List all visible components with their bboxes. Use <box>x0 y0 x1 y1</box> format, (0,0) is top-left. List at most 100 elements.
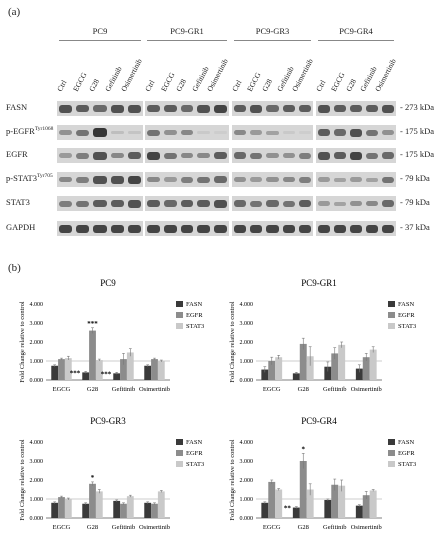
panel-a-label: (a) <box>8 6 21 18</box>
blot-strip <box>316 125 396 140</box>
blot-band <box>163 130 177 135</box>
x-tick-label: Osimertinib <box>139 524 170 531</box>
y-tick-label: 1.000 <box>30 497 44 503</box>
legend-swatch <box>176 450 183 456</box>
blot-band <box>180 224 194 233</box>
blot-band <box>93 200 107 207</box>
x-tick-label: Gefitinib <box>323 386 346 393</box>
bar-egfr <box>89 483 96 518</box>
group-line-3 <box>318 40 394 41</box>
blot-band <box>93 175 107 184</box>
legend-label: STAT3 <box>398 461 416 468</box>
bar-fasn <box>113 500 121 518</box>
bar-fasn <box>324 499 332 518</box>
bar-egfr <box>331 353 339 380</box>
bar-egfr <box>331 484 339 518</box>
protein-label-0: FASN <box>6 102 27 112</box>
blot-strip <box>232 196 313 211</box>
bar-egfr <box>299 343 307 380</box>
blot-band <box>333 129 347 136</box>
y-tick-label: 3.000 <box>30 459 44 465</box>
blot-band <box>147 200 160 207</box>
blot-band <box>93 224 107 233</box>
lane-label: Osimertinib <box>205 57 231 93</box>
lane-label: EGCG <box>328 70 347 93</box>
x-tick-label: EGCG <box>53 524 71 531</box>
bar-fasn <box>82 503 90 518</box>
significance-label: *** <box>87 320 98 328</box>
blot-band <box>110 153 124 158</box>
blot-strip <box>232 221 313 236</box>
blot-band <box>282 105 295 112</box>
blot-band <box>197 176 211 183</box>
y-tick-label: 1.000 <box>240 497 254 503</box>
bar-stat3 <box>64 358 72 380</box>
y-tick-label: 4.000 <box>240 302 254 308</box>
bar-stat3 <box>95 360 103 380</box>
lane-label: Osimertinib <box>119 57 144 93</box>
blot-band <box>59 200 73 207</box>
y-tick-label: 4.000 <box>30 440 44 446</box>
y-tick-label: 1.000 <box>240 359 254 365</box>
legend-label: STAT3 <box>186 323 204 330</box>
western-blot-panel: PC9 Ctrl EGCG G28 Gefitinib Osimertinib PC9-GR… <box>0 0 439 240</box>
blot-strip <box>145 101 229 116</box>
blot-band <box>298 105 312 112</box>
blot-band <box>59 177 73 182</box>
blot-strip <box>232 101 313 116</box>
blot-band <box>282 200 295 207</box>
blot-band <box>365 201 379 206</box>
bar-stat3 <box>369 490 377 518</box>
bar-egfr <box>268 361 276 380</box>
blot-band <box>250 130 263 135</box>
blot-band <box>233 152 247 159</box>
chart-3: PC9-GR4 Fold Change relative to control 0.… <box>229 416 416 531</box>
lane-label: G28 <box>87 77 102 93</box>
lane-label: Osimertinib <box>373 57 399 93</box>
blot-band <box>93 105 107 112</box>
blot-band <box>349 177 363 182</box>
protein-name: GAPDH <box>6 222 36 232</box>
protein-name: p-EGFR <box>6 126 35 136</box>
legend-swatch <box>388 461 395 467</box>
bar-egfr <box>58 359 65 380</box>
blot-strip <box>57 101 143 116</box>
legend-swatch <box>176 323 183 329</box>
bar-egfr <box>268 481 276 518</box>
blot-band <box>180 130 194 135</box>
chart-title: PC9-GR4 <box>301 416 337 426</box>
lane-label: Ctrl <box>55 78 69 93</box>
blot-band <box>333 201 347 206</box>
blot-band <box>163 177 177 182</box>
bar-egfr <box>89 330 96 380</box>
blot-band <box>333 177 347 182</box>
blot-band <box>147 105 160 112</box>
x-tick-label: Gefitinib <box>323 524 346 531</box>
blot-band <box>298 200 312 207</box>
blot-band <box>163 200 177 207</box>
x-tick-label: EGCG <box>263 524 281 531</box>
blot-band <box>317 177 331 182</box>
legend-swatch <box>176 301 183 307</box>
group-title-2: PC9-GR3 <box>255 26 290 36</box>
y-tick-label: 3.000 <box>240 459 254 465</box>
blot-band <box>365 177 379 182</box>
lane-label: Osimertinib <box>290 57 315 93</box>
x-tick-label: G28 <box>298 524 309 531</box>
y-tick-label: 2.000 <box>30 340 44 346</box>
protein-site: Tyr1068 <box>34 126 54 133</box>
significance-label: * <box>91 474 95 482</box>
blot-band <box>349 151 363 160</box>
blot-band <box>365 152 379 159</box>
blot-band <box>333 224 347 233</box>
blot-band <box>127 152 141 159</box>
blot-band <box>93 128 107 137</box>
blot-strip <box>316 148 396 163</box>
blot-band <box>76 105 90 112</box>
blot-band <box>381 152 395 159</box>
blot-band <box>59 104 73 113</box>
blot-band <box>349 128 363 137</box>
y-tick-label: 0.000 <box>240 516 254 522</box>
blot-band <box>381 200 395 207</box>
protein-name: STAT3 <box>6 197 30 207</box>
